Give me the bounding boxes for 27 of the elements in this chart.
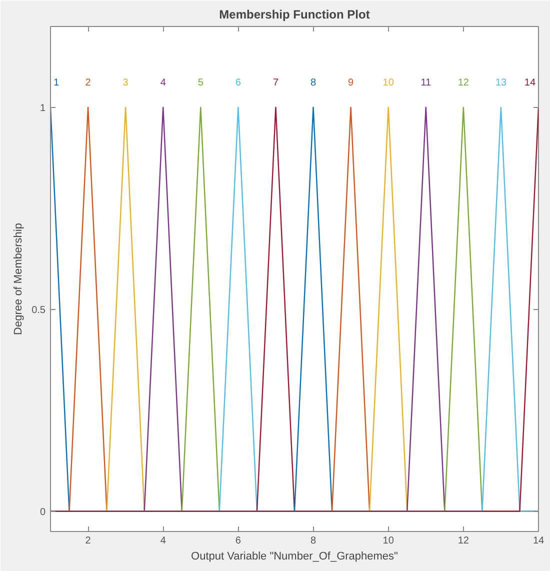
x-tick-label: 8: [310, 536, 316, 546]
series-label: 9: [348, 77, 354, 88]
x-tick-label: 6: [235, 536, 242, 546]
x-tick-label: 2: [85, 536, 92, 546]
series-label: 1: [54, 77, 60, 88]
series-label: 13: [495, 77, 507, 88]
series-label: 12: [458, 77, 470, 88]
series-label: 6: [235, 77, 242, 88]
series-label: 4: [160, 77, 166, 88]
series-label: 8: [310, 77, 316, 88]
x-tick-label: 10: [382, 536, 394, 546]
series-label: 11: [420, 77, 432, 88]
series-label: 7: [272, 77, 279, 88]
series-label: 2: [85, 77, 92, 88]
y-axis-title: Degree of Membership: [12, 223, 25, 335]
chart-title: Membership Function Plot: [219, 8, 370, 22]
x-tick-label: 12: [458, 536, 470, 546]
y-tick-label: 1: [40, 102, 46, 114]
x-tick-label: 14: [532, 536, 544, 546]
y-tick-label: 0.5: [32, 304, 46, 316]
series-label: 10: [382, 77, 394, 88]
series-label: 5: [198, 77, 204, 88]
series-label: 14: [524, 77, 536, 88]
y-tick-label: 0: [40, 506, 46, 518]
x-axis-title: Output Variable "Number_Of_Graphemes": [191, 550, 398, 562]
x-tick-label: 4: [160, 536, 166, 546]
series-label: 3: [122, 77, 129, 88]
